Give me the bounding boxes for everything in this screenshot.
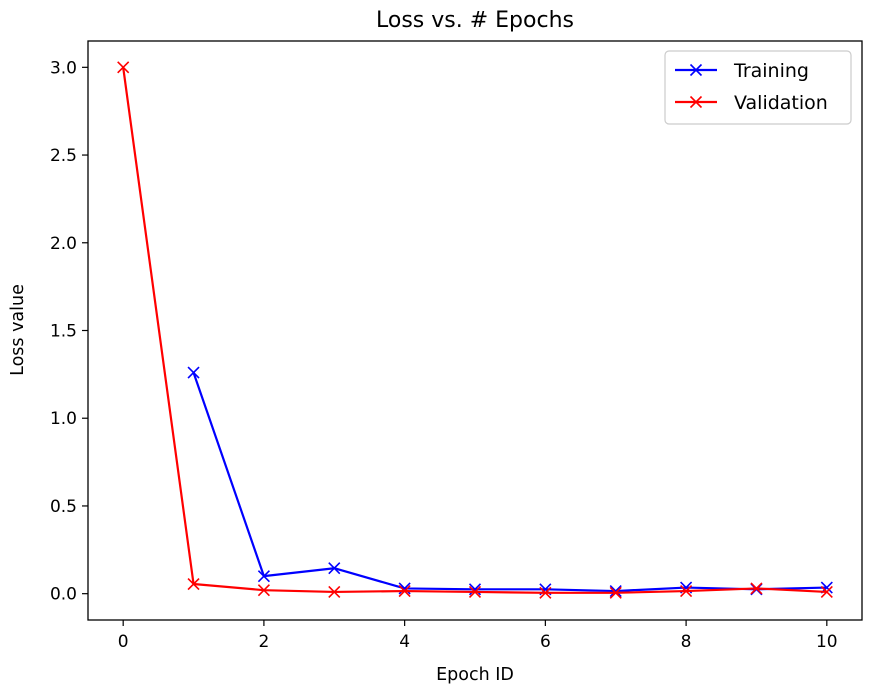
y-axis-ticks: 0.0 0.5 1.0 1.5 2.0 2.5 3.0 xyxy=(50,58,88,605)
validation-point xyxy=(609,586,622,599)
legend: Training Validation xyxy=(664,50,852,125)
x-tick-label: 8 xyxy=(681,632,692,652)
y-tick-label: 1.0 xyxy=(50,409,77,429)
training-point xyxy=(328,562,341,575)
series-layer xyxy=(117,61,833,599)
validation-point xyxy=(117,61,130,74)
training-point xyxy=(609,584,622,598)
training-point xyxy=(257,570,270,583)
x-tick-label: 4 xyxy=(399,632,410,652)
validation-point xyxy=(468,585,482,598)
validation-point xyxy=(257,584,270,597)
x-axis-label: Epoch ID xyxy=(436,665,514,685)
validation-point xyxy=(820,585,833,598)
y-tick-label: 3.0 xyxy=(50,58,77,78)
validation-point xyxy=(680,584,693,598)
y-tick-label: 1.5 xyxy=(50,322,77,342)
validation-point xyxy=(187,577,200,591)
y-tick-label: 2.0 xyxy=(50,234,77,254)
validation-point xyxy=(539,586,552,599)
chart-title: Loss vs. # Epochs xyxy=(376,8,574,33)
legend-item-training: Training xyxy=(675,60,809,82)
y-axis-label: Loss value xyxy=(8,284,28,376)
x-tick-label: 10 xyxy=(816,632,838,652)
legend-label-training: Training xyxy=(733,60,809,82)
training-line xyxy=(192,372,827,593)
y-tick-label: 0.0 xyxy=(50,585,77,605)
validation-point xyxy=(398,584,411,598)
plot-frame xyxy=(87,40,863,621)
x-tick-label: 0 xyxy=(118,632,129,652)
validation-point xyxy=(750,582,763,595)
legend-marker-training xyxy=(689,63,703,77)
x-tick-label: 6 xyxy=(540,632,551,652)
validation-point xyxy=(328,585,341,598)
x-tick-label: 2 xyxy=(258,632,269,652)
y-tick-label: 0.5 xyxy=(50,497,77,517)
legend-label-validation: Validation xyxy=(734,92,828,114)
x-axis-ticks: 0 2 4 6 8 10 xyxy=(118,620,838,652)
legend-item-validation: Validation xyxy=(675,92,828,114)
legend-marker-validation xyxy=(689,95,703,109)
y-tick-label: 2.5 xyxy=(50,146,77,166)
training-point xyxy=(187,366,200,379)
